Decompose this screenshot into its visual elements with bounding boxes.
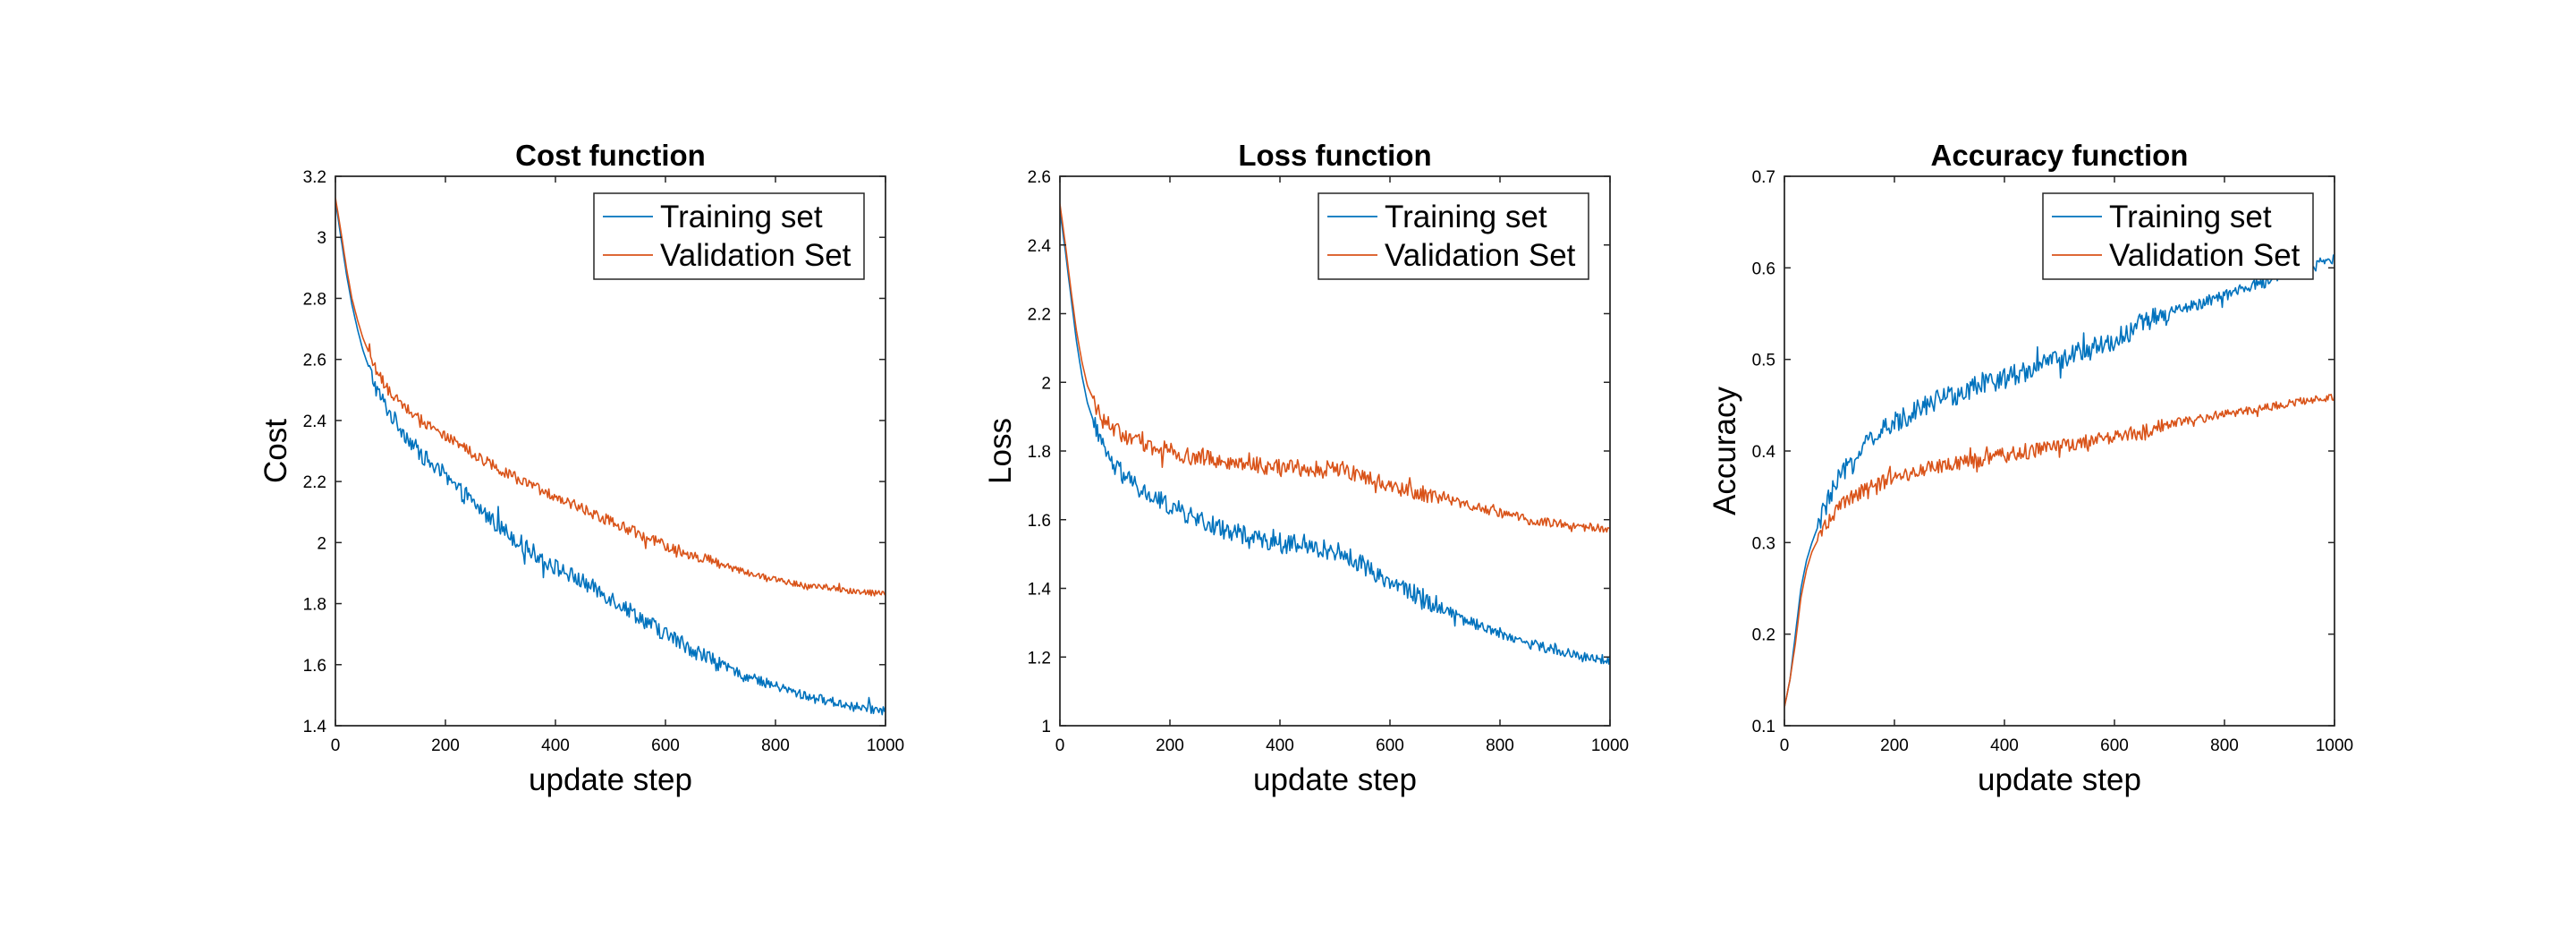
y-tick-label: 1 — [1041, 718, 1051, 736]
legend-label: Validation Set — [2109, 238, 2301, 273]
y-tick-label: 2.6 — [303, 352, 326, 370]
chart-3: 0 200 400 600 800 1000 0.1 0.2 0.3 0.4 0.5 0.6 0.7 Ac… — [1707, 139, 2353, 797]
y-tick-label: 2.8 — [303, 290, 326, 309]
legend-label: Validation Set — [660, 238, 852, 273]
series-line-training-set — [335, 200, 886, 716]
y-tick-label: 3 — [317, 229, 326, 248]
series-line-training-set — [1060, 210, 1610, 665]
y-tick-label: 0.5 — [1752, 352, 1775, 370]
chart-title: Cost function — [515, 139, 706, 172]
x-axis-label: update step — [1978, 762, 2141, 797]
x-tick-label: 200 — [431, 736, 460, 755]
legend-label: Training set — [660, 200, 823, 234]
legend: Training set Validation Set — [1318, 192, 1589, 280]
y-axis-label: Cost — [258, 419, 293, 483]
x-tick-label: 1000 — [1591, 736, 1629, 755]
x-tick-label: 0 — [331, 736, 341, 755]
legend-box — [2042, 192, 2314, 280]
x-tick-label: 1000 — [2316, 736, 2353, 755]
y-tick-label: 0.7 — [1752, 168, 1775, 187]
legend: Training set Validation Set — [593, 192, 865, 280]
y-tick-label: 2.2 — [1028, 306, 1051, 325]
y-tick-label: 0.6 — [1752, 260, 1775, 278]
series-line-training-set — [1784, 254, 2334, 708]
x-tick-label: 200 — [1156, 736, 1184, 755]
series-line-validation-set — [335, 197, 886, 597]
legend-box — [593, 192, 865, 280]
y-tick-label: 2.6 — [1028, 168, 1051, 187]
x-tick-label: 1000 — [867, 736, 904, 755]
y-tick-label: 0.2 — [1752, 626, 1775, 645]
legend-label: Validation Set — [1385, 238, 1576, 273]
y-tick-label: 2.4 — [303, 413, 327, 431]
y-tick-label: 3.2 — [303, 168, 326, 187]
x-tick-label: 800 — [1486, 736, 1514, 755]
x-axis-label: update step — [1253, 762, 1417, 797]
y-tick-label: 1.6 — [303, 657, 326, 676]
series-line-validation-set — [1060, 203, 1610, 533]
x-tick-label: 800 — [761, 736, 790, 755]
y-tick-label: 2.4 — [1028, 237, 1052, 256]
series-group — [1784, 254, 2334, 708]
y-tick-label: 1.8 — [303, 596, 326, 615]
x-tick-label: 600 — [2100, 736, 2129, 755]
y-axis-label: Loss — [983, 418, 1018, 484]
legend-label: Training set — [2109, 200, 2272, 234]
chart-2: 0 200 400 600 800 1000 1 1.2 1.4 1.6 1.8 2 2.2 2.4 2.6… — [983, 139, 1629, 797]
y-tick-label: 1.4 — [303, 718, 327, 736]
y-tick-label: 1.4 — [1028, 581, 1052, 600]
y-tick-label: 1.6 — [1028, 512, 1051, 531]
x-tick-label: 400 — [1266, 736, 1294, 755]
x-axis-label: update step — [529, 762, 692, 797]
y-tick-label: 0.1 — [1752, 718, 1775, 736]
legend: Training set Validation Set — [2042, 192, 2314, 280]
x-tick-label: 600 — [651, 736, 680, 755]
chart-title: Accuracy function — [1931, 139, 2189, 172]
y-tick-label: 2.2 — [303, 473, 326, 492]
chart-title: Loss function — [1238, 139, 1431, 172]
series-group — [335, 197, 886, 716]
x-tick-label: 0 — [1055, 736, 1065, 755]
legend-box — [1318, 192, 1589, 280]
series-group — [1060, 203, 1610, 665]
chart-1: 0 200 400 600 800 1000 1.4 1.6 1.8 2 2.2 2.4 2.6 2.8 3… — [258, 139, 904, 797]
y-axis-label: Accuracy — [1707, 387, 1742, 515]
y-tick-label: 0.3 — [1752, 534, 1775, 553]
legend-label: Training set — [1385, 200, 1547, 234]
y-tick-label: 1.2 — [1028, 649, 1051, 668]
y-tick-label: 1.8 — [1028, 443, 1051, 462]
y-tick-label: 0.4 — [1752, 443, 1776, 462]
y-tick-label: 2 — [1041, 374, 1051, 393]
x-tick-label: 200 — [1880, 736, 1909, 755]
x-tick-label: 400 — [1990, 736, 2019, 755]
series-line-validation-set — [1784, 393, 2334, 708]
x-tick-label: 600 — [1376, 736, 1404, 755]
x-tick-label: 400 — [541, 736, 570, 755]
x-tick-label: 800 — [2210, 736, 2239, 755]
y-tick-label: 2 — [317, 534, 326, 553]
x-tick-label: 0 — [1780, 736, 1790, 755]
